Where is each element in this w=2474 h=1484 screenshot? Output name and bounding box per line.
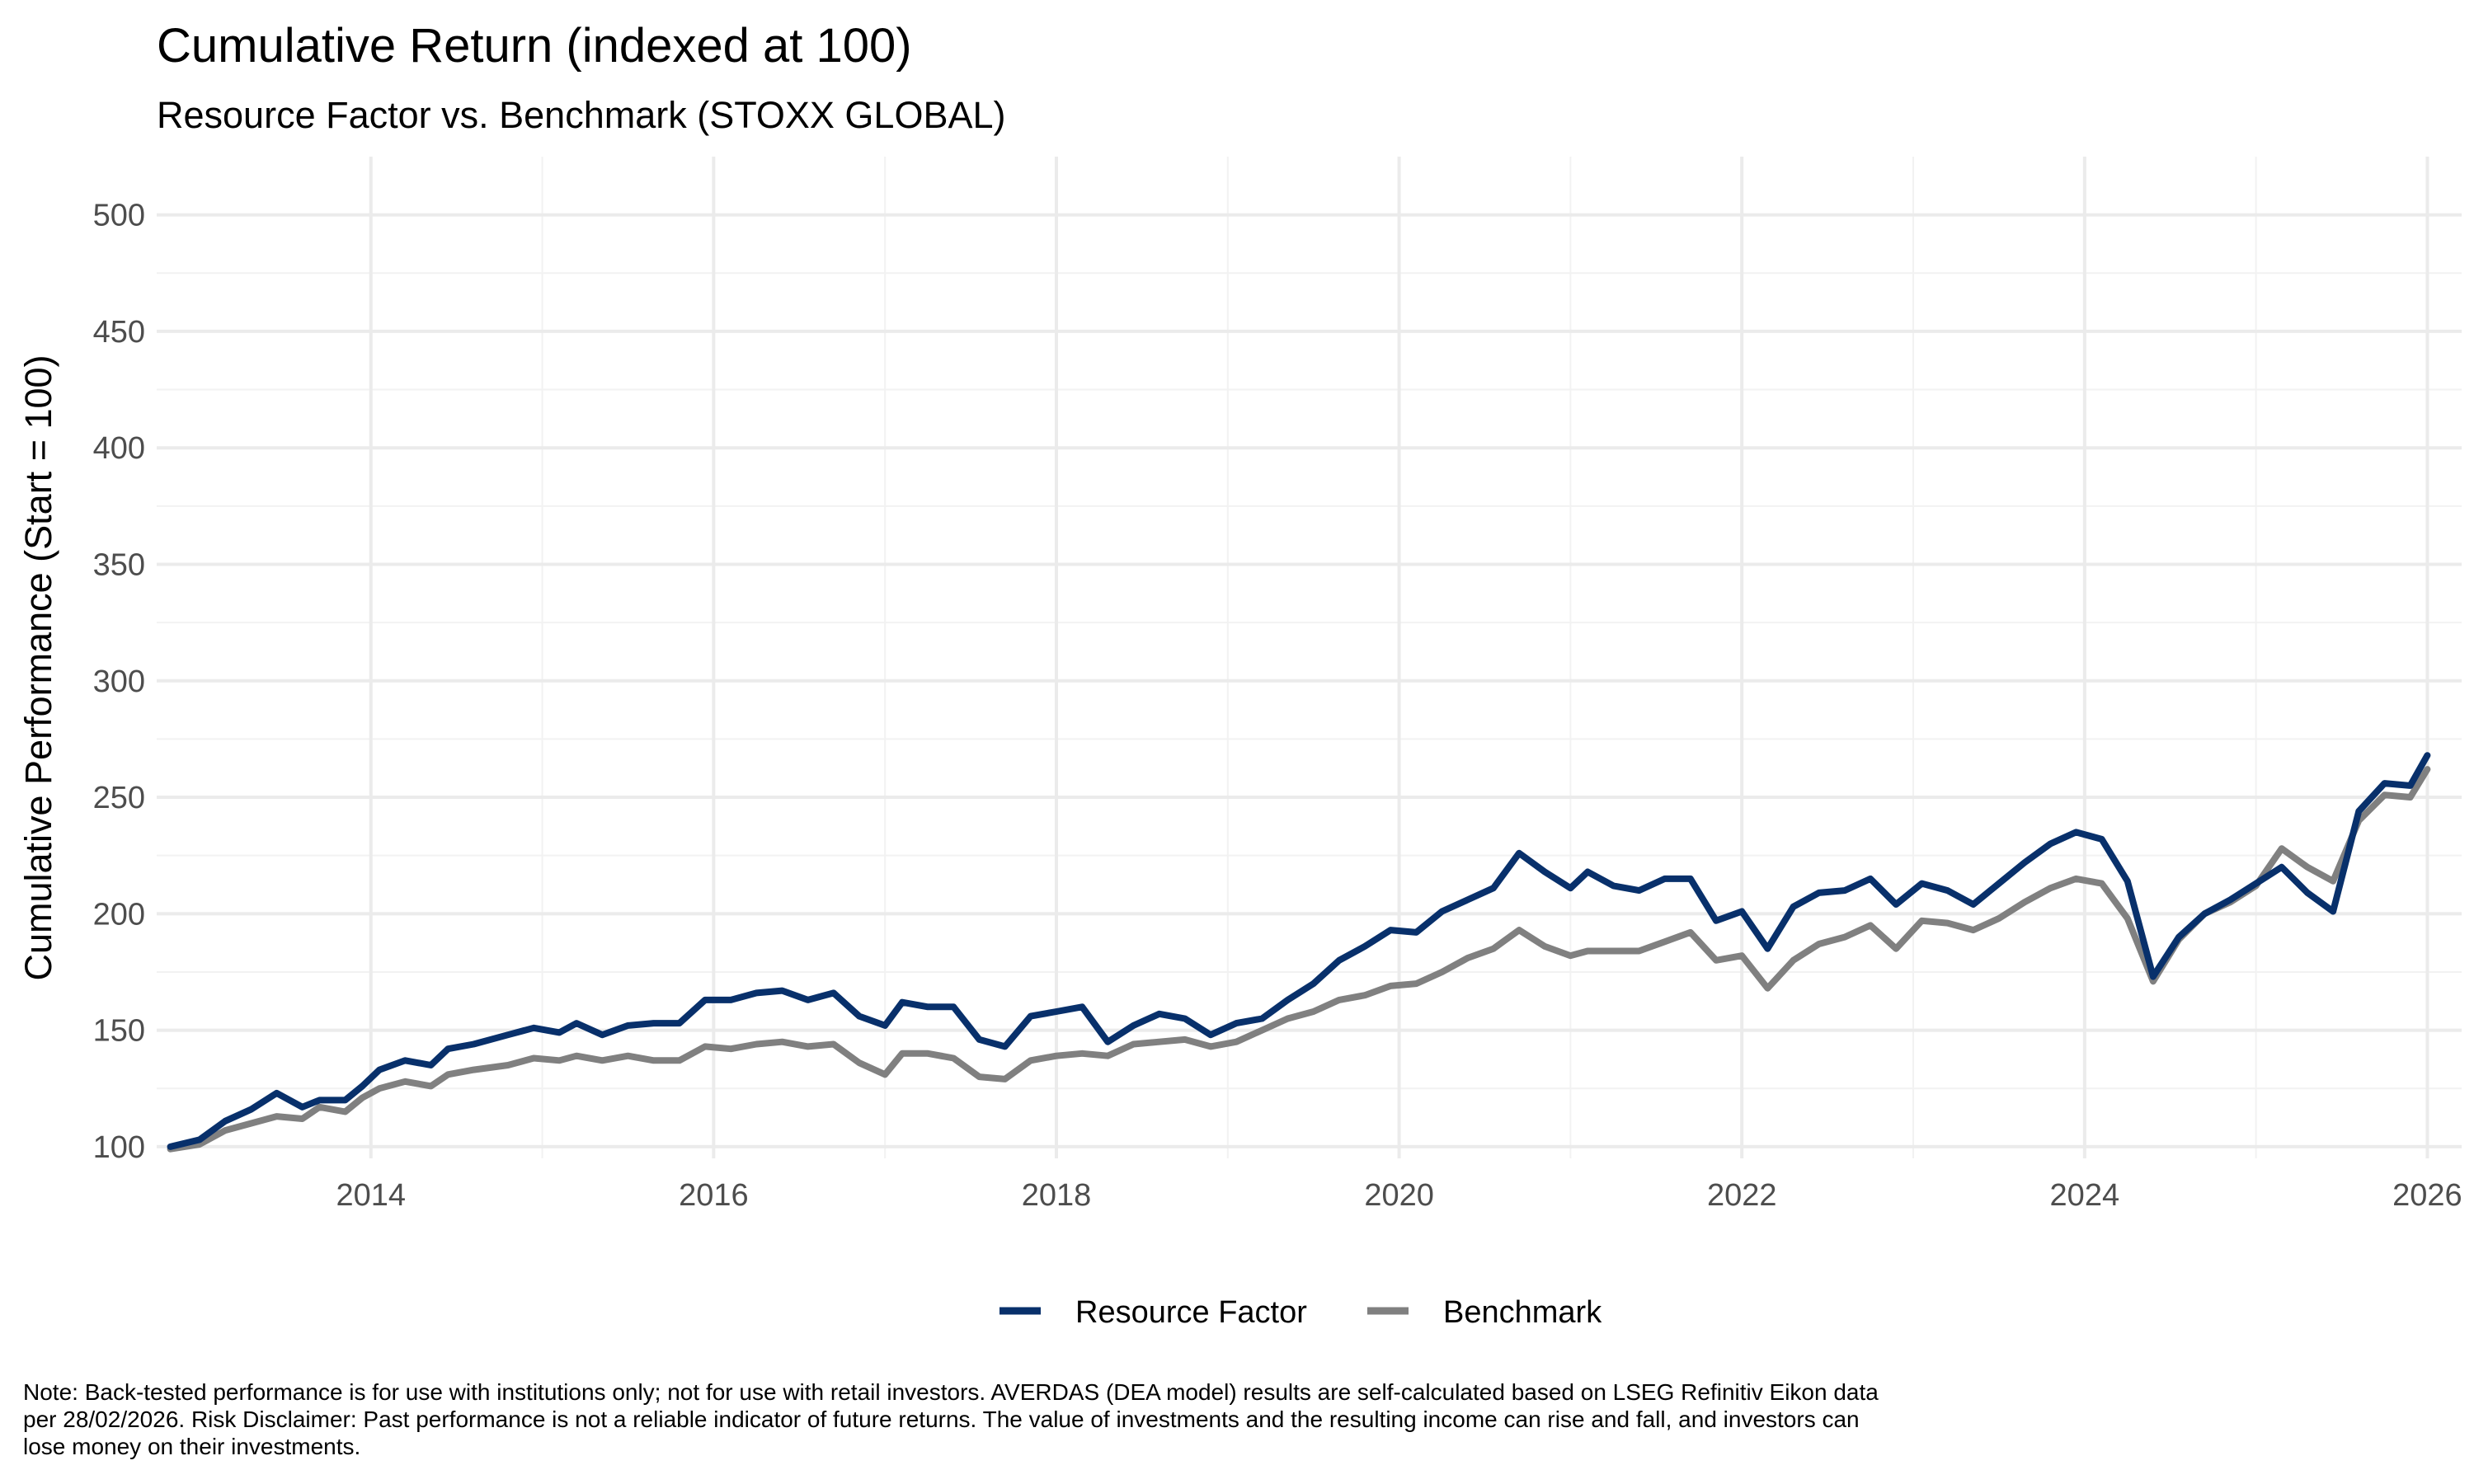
series-lines bbox=[167, 752, 2431, 1153]
x-tick-label: 2018 bbox=[1022, 1178, 1092, 1213]
disclaimer-note: Note: Back-tested performance is for use… bbox=[23, 1379, 1879, 1459]
x-tick-label: 2016 bbox=[679, 1178, 749, 1213]
x-axis-ticks: 2014 2016 2018 2020 2022 2024 2026 bbox=[336, 1178, 2462, 1213]
x-tick-label: 2014 bbox=[336, 1178, 406, 1213]
y-tick-label: 300 bbox=[93, 665, 145, 699]
legend-label: Resource Factor bbox=[1075, 1295, 1307, 1330]
y-tick-label: 350 bbox=[93, 547, 145, 582]
y-tick-label: 150 bbox=[93, 1014, 145, 1049]
series-line-resource-factor bbox=[167, 752, 2431, 1150]
y-tick-label: 250 bbox=[93, 781, 145, 815]
minor-gridlines bbox=[157, 157, 2462, 1158]
x-tick-label: 2024 bbox=[2050, 1178, 2120, 1213]
y-tick-label: 400 bbox=[93, 431, 145, 466]
x-tick-label: 2026 bbox=[2392, 1178, 2462, 1213]
y-axis-ticks: 100 150 200 250 300 350 400 450 500 bbox=[93, 199, 145, 1165]
legend: Resource Factor Benchmark bbox=[999, 1295, 1602, 1330]
y-axis-title: Cumulative Performance (Start = 100) bbox=[17, 355, 59, 980]
x-tick-label: 2022 bbox=[1707, 1178, 1777, 1213]
legend-label: Benchmark bbox=[1443, 1295, 1602, 1330]
chart-title: Cumulative Return (indexed at 100) bbox=[157, 19, 912, 73]
x-tick-label: 2020 bbox=[1364, 1178, 1434, 1213]
chart-subtitle: Resource Factor vs. Benchmark (STOXX GLO… bbox=[157, 94, 1006, 136]
series-line-benchmark bbox=[167, 766, 2431, 1153]
y-tick-label: 200 bbox=[93, 897, 145, 932]
y-tick-label: 100 bbox=[93, 1130, 145, 1165]
major-gridlines bbox=[157, 157, 2462, 1158]
y-tick-label: 450 bbox=[93, 315, 145, 350]
y-tick-label: 500 bbox=[93, 199, 145, 233]
